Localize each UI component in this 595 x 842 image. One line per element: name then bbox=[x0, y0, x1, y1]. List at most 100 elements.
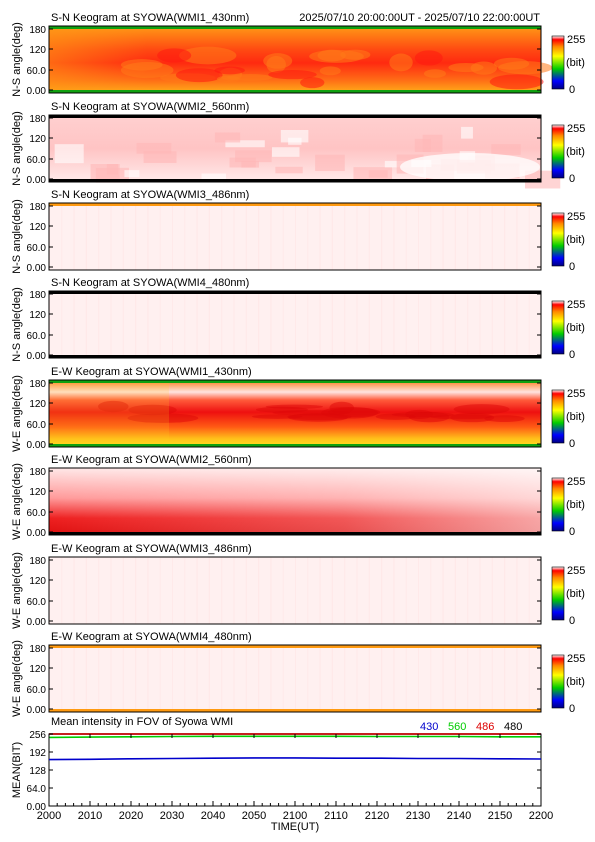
aurora-patch bbox=[271, 147, 300, 157]
x-tick-label: 2020 bbox=[119, 810, 143, 822]
heatmap-stripe bbox=[442, 291, 444, 358]
y-axis-label: W-E angle(deg) bbox=[11, 375, 23, 452]
aurora-patch bbox=[120, 62, 174, 79]
aurora-patch bbox=[179, 46, 237, 65]
aurora-patch bbox=[423, 69, 446, 78]
heatmap-stripe bbox=[393, 645, 395, 712]
heatmap-stripe bbox=[245, 291, 247, 358]
x-tick-label: 2140 bbox=[447, 810, 471, 822]
heatmap-stripe bbox=[258, 291, 260, 358]
x-tick-label: 2130 bbox=[406, 810, 430, 822]
panel-frame bbox=[48, 290, 542, 359]
panel-title: E-W Keogram at SYOWA(WMI2_560nm) bbox=[51, 454, 252, 466]
heatmap-stripe bbox=[516, 291, 518, 358]
heatmap-stripe bbox=[319, 203, 321, 270]
aurora-patch bbox=[448, 62, 484, 73]
aurora-patch bbox=[461, 126, 473, 139]
heatmap-stripe bbox=[454, 645, 456, 712]
y-tick-label: 120 bbox=[29, 487, 46, 498]
panel-title: S-N Keogram at SYOWA(WMI2_560nm) bbox=[51, 101, 249, 113]
colorbar-unit-label: (bit) bbox=[566, 676, 585, 688]
panel-frame bbox=[48, 114, 542, 183]
heatmap-stripe bbox=[85, 203, 87, 270]
aurora-patch bbox=[389, 53, 413, 72]
heatmap-stripe bbox=[418, 645, 419, 712]
heatmap-stripe bbox=[159, 557, 161, 624]
heatmap-stripe bbox=[467, 291, 469, 358]
heatmap-stripe bbox=[368, 557, 370, 624]
aurora-patch bbox=[340, 49, 371, 60]
panel-title: S-N Keogram at SYOWA(WMI1_430nm) bbox=[51, 12, 249, 24]
heatmap-stripe bbox=[270, 557, 272, 624]
colorbar-min-label: 0 bbox=[569, 615, 575, 627]
heatmap-stripe bbox=[184, 557, 186, 624]
keogram-panel: E-W Keogram at SYOWA(WMI2_560nm) 180 120 60… bbox=[11, 454, 585, 540]
colorbar bbox=[551, 654, 565, 709]
heatmap-stripe bbox=[147, 203, 149, 270]
y-tick-label: 60.0 bbox=[27, 331, 47, 342]
heatmap-shade bbox=[49, 26, 541, 93]
heatmap-stripe bbox=[504, 203, 506, 270]
heatmap-stripe bbox=[331, 291, 333, 358]
colorbar-min-label: 0 bbox=[569, 173, 575, 185]
colorbar bbox=[551, 389, 565, 444]
heatmap-stripe bbox=[159, 203, 161, 270]
y-axis-label: N-S angle(deg) bbox=[11, 199, 23, 274]
edge-strip-top bbox=[49, 380, 541, 383]
keogram-panel: S-N Keogram at SYOWA(WMI1_430nm) 2025/07/… bbox=[11, 12, 585, 97]
heatmap-stripe bbox=[528, 203, 530, 270]
line-chart-title: Mean intensity in FOV of Syowa WMI bbox=[51, 716, 233, 728]
heatmap-stripe bbox=[245, 645, 247, 712]
heatmap-stripe bbox=[356, 291, 358, 358]
y-tick-label: 180 bbox=[29, 644, 46, 655]
heatmap-stripe bbox=[61, 645, 63, 712]
heatmap-stripe bbox=[196, 557, 198, 624]
heatmap-stripe bbox=[233, 203, 235, 270]
heatmap-stripe bbox=[73, 557, 75, 624]
heatmap-stripe bbox=[356, 645, 358, 712]
aurora-patch bbox=[300, 77, 325, 89]
colorbar-min-label: 0 bbox=[569, 84, 575, 96]
y-axis-label: MEAN(BIT) bbox=[11, 742, 23, 798]
heatmap-stripe bbox=[418, 203, 419, 270]
y-tick-label: 180 bbox=[29, 379, 46, 390]
heatmap-stripe bbox=[393, 203, 395, 270]
colorbar-unit-label: (bit) bbox=[566, 411, 585, 423]
colorbar-unit-label: (bit) bbox=[566, 322, 585, 334]
heatmap-stripe bbox=[381, 645, 383, 712]
colorbar-unit-label: (bit) bbox=[566, 588, 585, 600]
x-tick-label: 2040 bbox=[201, 810, 225, 822]
heatmap-stripe bbox=[307, 557, 309, 624]
aurora-patch bbox=[255, 406, 308, 413]
x-tick-label: 2200 bbox=[529, 810, 553, 822]
y-tick-label: 180 bbox=[29, 25, 46, 36]
aurora-patch bbox=[175, 68, 223, 83]
heatmap-stripe bbox=[344, 557, 346, 624]
aurora-patch bbox=[287, 413, 352, 421]
heatmap-stripe bbox=[61, 291, 63, 358]
heatmap-stripe bbox=[221, 645, 223, 712]
heatmap-stripe bbox=[319, 557, 321, 624]
heatmap-stripe bbox=[454, 557, 456, 624]
aurora-patch bbox=[317, 49, 346, 62]
heatmap-stripe bbox=[381, 557, 383, 624]
heatmap-stripe bbox=[73, 291, 75, 358]
heatmap-stripe bbox=[356, 557, 358, 624]
y-tick-label: 120 bbox=[29, 664, 46, 675]
aurora-patch bbox=[498, 61, 553, 75]
heatmap-stripe bbox=[516, 203, 518, 270]
heatmap-stripe bbox=[491, 645, 493, 712]
y-tick-label: 0.00 bbox=[27, 86, 47, 97]
colorbar-min-label: 0 bbox=[569, 349, 575, 361]
aurora-patch bbox=[491, 144, 521, 155]
heatmap-stripe bbox=[110, 291, 112, 358]
y-tick-label: 60.0 bbox=[27, 420, 47, 431]
heatmap-stripe bbox=[258, 645, 260, 712]
aurora-patch bbox=[241, 161, 260, 168]
heatmap-stripe bbox=[147, 645, 149, 712]
heatmap-stripe bbox=[479, 557, 481, 624]
y-axis-label: W-E angle(deg) bbox=[11, 463, 23, 540]
aurora-patch bbox=[489, 74, 544, 90]
heatmap-stripe bbox=[282, 203, 284, 270]
heatmap-stripe bbox=[85, 645, 87, 712]
